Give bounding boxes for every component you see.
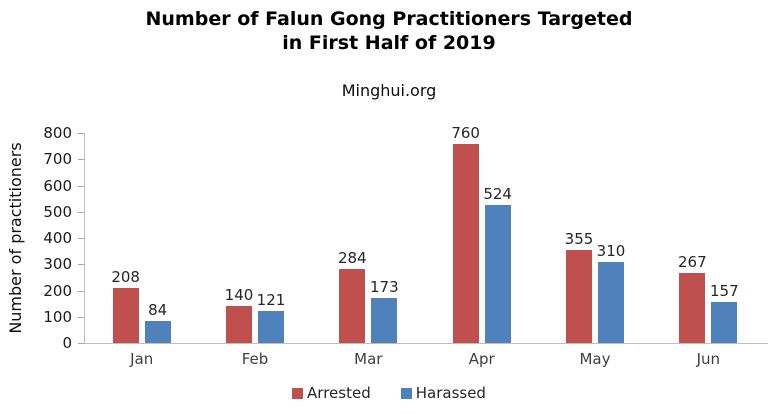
y-axis-line (84, 133, 85, 343)
x-axis-label-feb: Feb (241, 350, 269, 368)
y-tick-mark (78, 211, 84, 213)
y-tick-label: 300 (43, 255, 72, 274)
bar-group-may: 355 310 (538, 133, 651, 343)
bar-harassed-jan: 84 (144, 301, 171, 343)
y-tick-label: 200 (43, 281, 72, 300)
legend-swatch-harassed (400, 387, 412, 399)
bar-value-label: 84 (148, 300, 168, 319)
bar-arrested-may: 355 (565, 230, 593, 343)
bar-group-mar: 284 173 (312, 133, 425, 343)
bar-value-label: 284 (337, 248, 367, 267)
bar-arrested-jan: 208 (111, 268, 140, 343)
bar-value-label: 140 (224, 286, 254, 305)
y-tick-mark (78, 185, 84, 187)
bar-value-label: 267 (677, 252, 707, 271)
bar-arrested-mar: 284 (338, 249, 367, 343)
bar-value-label: 208 (111, 268, 140, 287)
y-tick-label: 600 (43, 176, 72, 195)
x-axis-label-mar: Mar (354, 350, 383, 368)
y-tick-label: 700 (43, 150, 72, 169)
bar-value-label: 157 (709, 281, 739, 300)
y-tick-label: 0 (62, 334, 72, 352)
legend: Arrested Harassed (0, 384, 778, 402)
bar-harassed-may: 310 (597, 242, 625, 343)
x-axis-label-may: May (579, 350, 611, 368)
bar-group-jan: 208 84 (85, 133, 198, 343)
legend-label: Arrested (307, 384, 371, 402)
chart-title-line2: in First Half of 2019 (282, 32, 496, 54)
chart-title: Number of Falun Gong Practitioners Targe… (0, 7, 778, 55)
y-tick-mark (78, 159, 84, 161)
y-tick-mark (78, 264, 84, 266)
bar-arrested-feb: 140 (225, 286, 253, 343)
x-axis-label-jun: Jun (696, 350, 721, 368)
x-axis-label-apr: Apr (468, 350, 495, 368)
bar-value-label: 173 (369, 277, 399, 296)
x-axis-label-jan: Jan (130, 350, 154, 368)
y-tick-label: 400 (43, 229, 72, 247)
bar-value-label: 355 (564, 229, 594, 248)
bar-value-label: 760 (451, 123, 480, 142)
y-tick-mark (78, 343, 84, 344)
x-axis-line (84, 343, 768, 344)
bar-harassed-mar: 173 (370, 278, 399, 343)
bar-harassed-feb: 121 (257, 291, 285, 343)
bar-arrested-apr: 760 (451, 124, 480, 343)
y-tick-label: 100 (43, 307, 72, 326)
bar-harassed-jun: 157 (710, 282, 739, 343)
y-tick-mark (78, 238, 84, 239)
bar-value-label: 310 (596, 241, 626, 260)
bar-harassed-apr: 524 (483, 185, 512, 343)
legend-item-harassed: Harassed (400, 384, 486, 402)
bar-group-feb: 140 121 (198, 133, 311, 343)
y-tick-mark (78, 290, 84, 292)
bar-group-jun: 267 157 (652, 133, 765, 343)
y-tick-label: 500 (43, 202, 72, 221)
bar-value-label: 121 (256, 291, 286, 310)
chart-title-line1: Number of Falun Gong Practitioners Targe… (145, 8, 633, 30)
y-tick-mark (78, 316, 84, 318)
bar-value-label: 524 (483, 185, 512, 204)
legend-label: Harassed (415, 384, 486, 402)
chart-subtitle: Minghui.org (341, 81, 437, 100)
bar-arrested-jun: 267 (678, 253, 707, 343)
y-tick-label: 800 (43, 124, 72, 142)
bar-group-apr: 760 524 (425, 124, 538, 343)
y-tick-mark (78, 133, 84, 134)
legend-swatch-arrested (292, 387, 304, 399)
legend-item-arrested: Arrested (292, 384, 371, 402)
